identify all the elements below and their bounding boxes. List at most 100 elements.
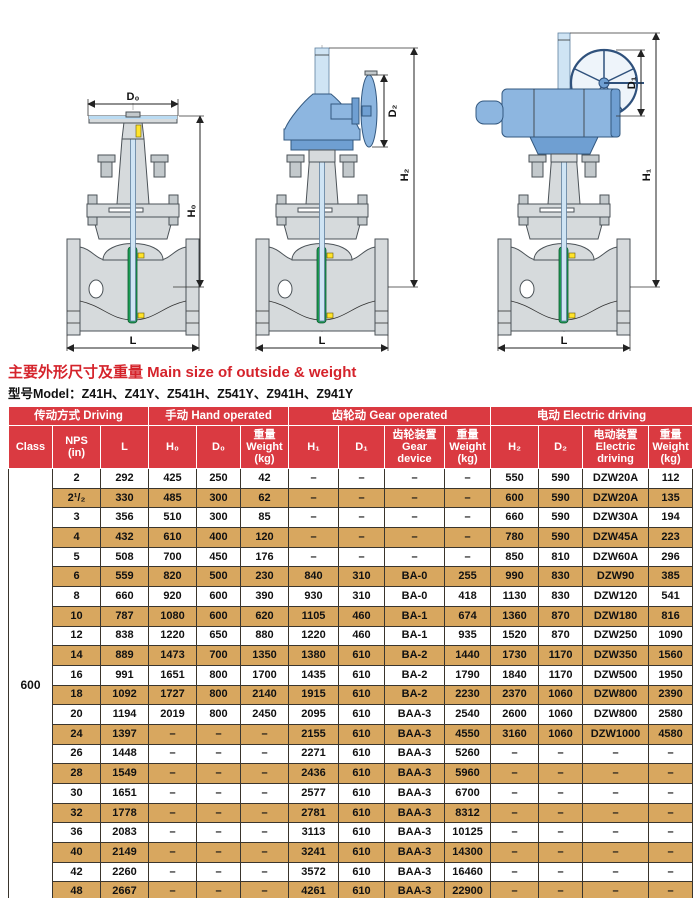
table-cell: 10125 — [443, 822, 492, 844]
table-cell: BAA-3 — [384, 842, 445, 863]
table-cell: 590 — [538, 507, 584, 529]
table-row: 600 2 292 425 250 42– – – –550 590 DZW20A 112 — [8, 467, 694, 898]
table-cell: 10 — [52, 605, 101, 627]
table-cell: 300 — [196, 507, 241, 529]
table-cell: 610 — [338, 763, 385, 784]
table-cell: 800 — [196, 664, 241, 686]
table-cell: – — [648, 743, 694, 765]
table-cell: DZW60A — [582, 546, 650, 568]
table-cell: 18 — [52, 684, 101, 706]
table-cell: 660 — [100, 586, 149, 607]
table-cell: 990 — [490, 566, 540, 588]
column-header-6: H₁ — [288, 425, 339, 469]
table-cell: 310 — [338, 586, 385, 607]
table-cell: 1194 — [100, 704, 149, 725]
table-row: 12 838 1220 650 880 1220 460 BA-1 935 1520 870 DZW2… — [9, 625, 694, 647]
table-cell: – — [196, 822, 241, 844]
group-header-1: 手动 Hand operated — [148, 406, 289, 426]
table-cell: – — [648, 822, 694, 844]
table-cell: – — [196, 723, 241, 745]
table-cell: 450 — [196, 546, 241, 568]
table-cell: 2095 — [288, 704, 339, 725]
table-cell: 541 — [648, 586, 694, 607]
table-cell: 830 — [538, 566, 584, 588]
table-cell: – — [148, 723, 197, 745]
table-cell: 870 — [538, 605, 584, 627]
table-cell: 674 — [443, 605, 492, 627]
table-cell: 2155 — [288, 723, 339, 745]
table-cell: – — [240, 783, 289, 804]
table-cell: – — [148, 842, 197, 863]
table-cell: – — [648, 802, 694, 824]
table-cell: BA-0 — [384, 566, 445, 588]
table-cell: DZW20A — [582, 468, 650, 489]
table-cell: 62 — [240, 487, 289, 509]
gear-valve-diagram: D₂ H₂ L — [255, 45, 418, 352]
table-row: 40 2149– – –3241 610 BAA-3 14300– – – – — [9, 842, 694, 863]
table-cell: – — [148, 861, 197, 883]
table-cell: – — [582, 783, 650, 804]
column-header-13: 重量 Weight (kg) — [648, 425, 694, 469]
column-header-7: D₁ — [338, 425, 385, 469]
table-cell: – — [538, 881, 584, 898]
table-cell: 4 — [52, 527, 101, 548]
table-cell: 390 — [240, 586, 289, 607]
table-cell: BAA-3 — [384, 723, 445, 745]
table-cell: 2390 — [648, 684, 694, 706]
table-cell: 660 — [490, 507, 540, 529]
dim-label-d2: D₂ — [387, 104, 399, 117]
table-cell: 1397 — [100, 723, 149, 745]
dim-label-h2: H₂ — [399, 168, 411, 181]
table-cell: 610 — [338, 861, 385, 883]
dim-label-l1: L — [130, 335, 137, 347]
dim-label-l2: L — [319, 335, 326, 347]
table-cell: – — [582, 822, 650, 844]
column-header-8: 齿轮装置 Gear device — [384, 425, 445, 469]
table-cell: – — [148, 881, 197, 898]
table-cell: – — [338, 468, 385, 489]
table-cell: 2¹/₂ — [52, 487, 101, 509]
table-cell: – — [443, 527, 492, 548]
table-cell: 1060 — [538, 723, 584, 745]
table-cell: 610 — [148, 527, 197, 548]
table-cell: 1790 — [443, 664, 492, 686]
table-cell: 385 — [648, 566, 694, 588]
spec-table: 传动方式 Driving 手动 Hand operated 齿轮动 Gear ope… — [8, 406, 694, 898]
table-row: 6 559 820 500 230 840 310 BA-0 255 990 830 DZW90 385 — [9, 566, 694, 588]
table-cell: – — [490, 861, 540, 883]
table-cell: 5 — [52, 546, 101, 568]
table-cell: 500 — [196, 566, 241, 588]
table-cell: 485 — [148, 487, 197, 509]
group-header-row: 传动方式 Driving 手动 Hand operated 齿轮动 Gear ope… — [8, 406, 694, 426]
table-cell: 1560 — [648, 645, 694, 666]
table-cell: 300 — [196, 487, 241, 509]
table-cell: 2436 — [288, 763, 339, 784]
table-cell: 8312 — [443, 802, 492, 824]
table-cell: – — [148, 763, 197, 784]
table-cell: 991 — [100, 664, 149, 686]
table-cell: 510 — [148, 507, 197, 529]
table-cell: 820 — [148, 566, 197, 588]
table-cell: BAA-3 — [384, 861, 445, 883]
table-cell: 880 — [240, 625, 289, 647]
table-cell: – — [648, 842, 694, 863]
table-cell: 1915 — [288, 684, 339, 706]
table-row: 5 508 700 450 176– – – –850 810 DZW60A 296 — [9, 546, 694, 568]
table-cell: 310 — [338, 566, 385, 588]
table-cell: – — [538, 861, 584, 883]
table-cell: 610 — [338, 684, 385, 706]
column-header-2: L — [100, 425, 149, 469]
table-cell: BA-0 — [384, 586, 445, 607]
table-cell: – — [288, 546, 339, 568]
table-cell: DZW500 — [582, 664, 650, 686]
table-row: 16 991 1651 800 1700 1435 610 BA-2 1790 1840 1170 D… — [9, 664, 694, 686]
page-title: 主要外形尺寸及重量 Main size of outside & weight — [8, 364, 357, 381]
table-cell: BAA-3 — [384, 822, 445, 844]
table-cell: 1220 — [148, 625, 197, 647]
table-row: 42 2260– – –3572 610 BAA-3 16460– – – – — [9, 861, 694, 883]
table-cell: 590 — [538, 487, 584, 509]
table-cell: 26 — [52, 743, 101, 765]
table-cell: – — [648, 861, 694, 883]
table-cell: 610 — [338, 881, 385, 898]
spec-table-head: 传动方式 Driving 手动 Hand operated 齿轮动 Gear ope… — [8, 406, 694, 469]
